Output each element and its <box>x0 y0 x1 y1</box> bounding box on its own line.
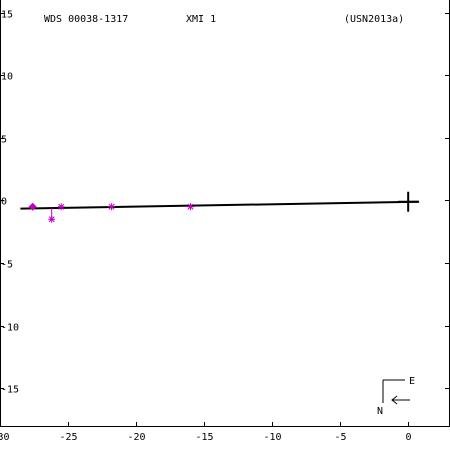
x-tick-label: -25 <box>59 432 77 443</box>
x-tick-label: -30 <box>0 432 10 443</box>
x-tick-label: -15 <box>195 432 213 443</box>
y-tick-label: -15 <box>1 385 19 396</box>
orbit-group <box>20 200 420 210</box>
plot-frame <box>0 0 450 427</box>
motion-arrow-icon <box>391 395 398 405</box>
x-tick-label: -20 <box>127 432 145 443</box>
y-tick-label: 0 <box>1 197 7 208</box>
observation-star-stroke <box>58 203 65 210</box>
x-tick-label: -5 <box>334 432 346 443</box>
y-tick-label: 10 <box>1 72 13 83</box>
x-tick-label: -10 <box>263 432 281 443</box>
observation-star-marker <box>108 203 116 211</box>
y-tick-label: -10 <box>1 323 19 334</box>
observations-group <box>28 202 194 223</box>
y-tick-label: -5 <box>1 260 13 271</box>
header-reference: (USN2013a) <box>344 14 404 25</box>
header-designation: WDS 00038-1317 <box>44 14 128 25</box>
y-tick-label: 15 <box>1 10 13 21</box>
compass-north-label: N <box>377 406 383 417</box>
x-axis: -30 -25 -20 -15 -10 -5 0 <box>0 422 412 443</box>
observation-star-marker <box>186 203 194 211</box>
observation-star-stroke <box>48 216 55 223</box>
y-axis: 15 10 5 0 -5 -10 -15 <box>0 10 449 396</box>
orientation-compass: E N <box>377 376 415 417</box>
x-tick-label: 0 <box>405 432 411 443</box>
observation-star-stroke <box>187 203 194 210</box>
orbit-line <box>20 200 420 210</box>
observation-diamond-marker <box>28 202 37 211</box>
compass-east-label: E <box>409 376 415 387</box>
primary-star-group <box>398 191 419 212</box>
observation-star-marker <box>48 215 56 223</box>
observation-star-stroke <box>108 203 115 210</box>
header-pair: XMI 1 <box>186 14 216 25</box>
observation-star-marker <box>57 203 65 211</box>
y-tick-label: 5 <box>1 135 7 146</box>
